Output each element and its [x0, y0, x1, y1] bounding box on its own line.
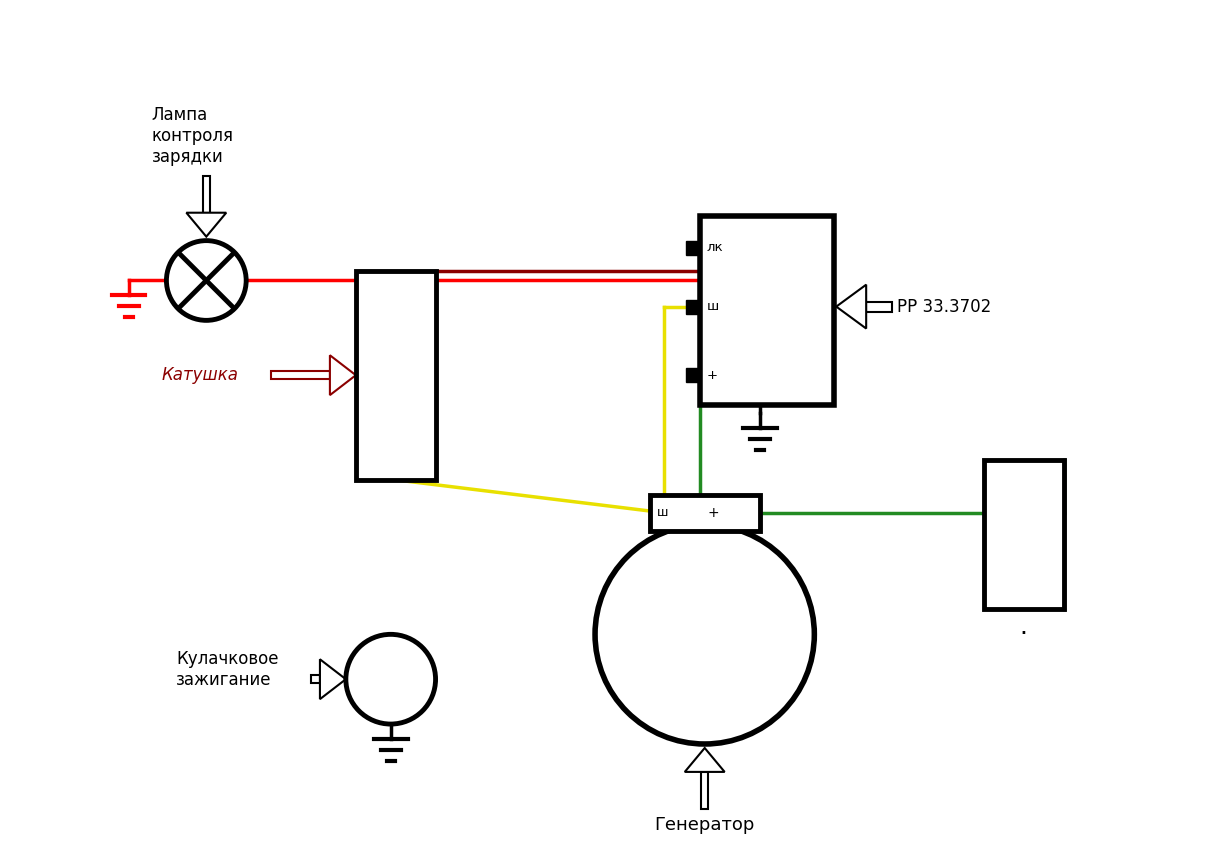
Polygon shape	[330, 356, 355, 395]
Bar	[701, 772, 708, 809]
Text: +: +	[708, 506, 719, 520]
Text: РР 33.3702: РР 33.3702	[897, 298, 991, 316]
Polygon shape	[836, 285, 866, 329]
Bar	[203, 176, 210, 213]
Polygon shape	[685, 748, 724, 772]
Text: −: −	[772, 378, 784, 393]
Text: .: .	[1020, 615, 1028, 639]
Bar	[686, 299, 700, 314]
Circle shape	[346, 634, 436, 724]
Text: +: +	[707, 368, 718, 381]
Polygon shape	[187, 213, 226, 237]
Bar	[355, 271, 436, 480]
Text: +: +	[990, 467, 1000, 480]
Circle shape	[595, 525, 814, 744]
Bar	[271, 371, 330, 379]
Text: −: −	[990, 587, 1001, 601]
Bar	[700, 215, 834, 405]
Bar	[984, 460, 1063, 610]
Text: Кулачковое
зажигание: Кулачковое зажигание	[176, 650, 278, 689]
Polygon shape	[320, 659, 346, 699]
Bar	[650, 495, 759, 531]
Text: ш: ш	[657, 506, 668, 519]
Circle shape	[166, 240, 247, 320]
Bar	[686, 240, 700, 254]
Text: Лампа
контроля
зарядки: Лампа контроля зарядки	[151, 106, 233, 166]
Bar	[311, 676, 320, 683]
Bar	[686, 368, 700, 382]
Text: лк: лк	[707, 241, 723, 254]
Bar	[866, 302, 893, 311]
Text: Генератор: Генератор	[654, 816, 755, 834]
Text: ш: ш	[707, 300, 719, 313]
Text: Катушка: Катушка	[161, 366, 238, 384]
